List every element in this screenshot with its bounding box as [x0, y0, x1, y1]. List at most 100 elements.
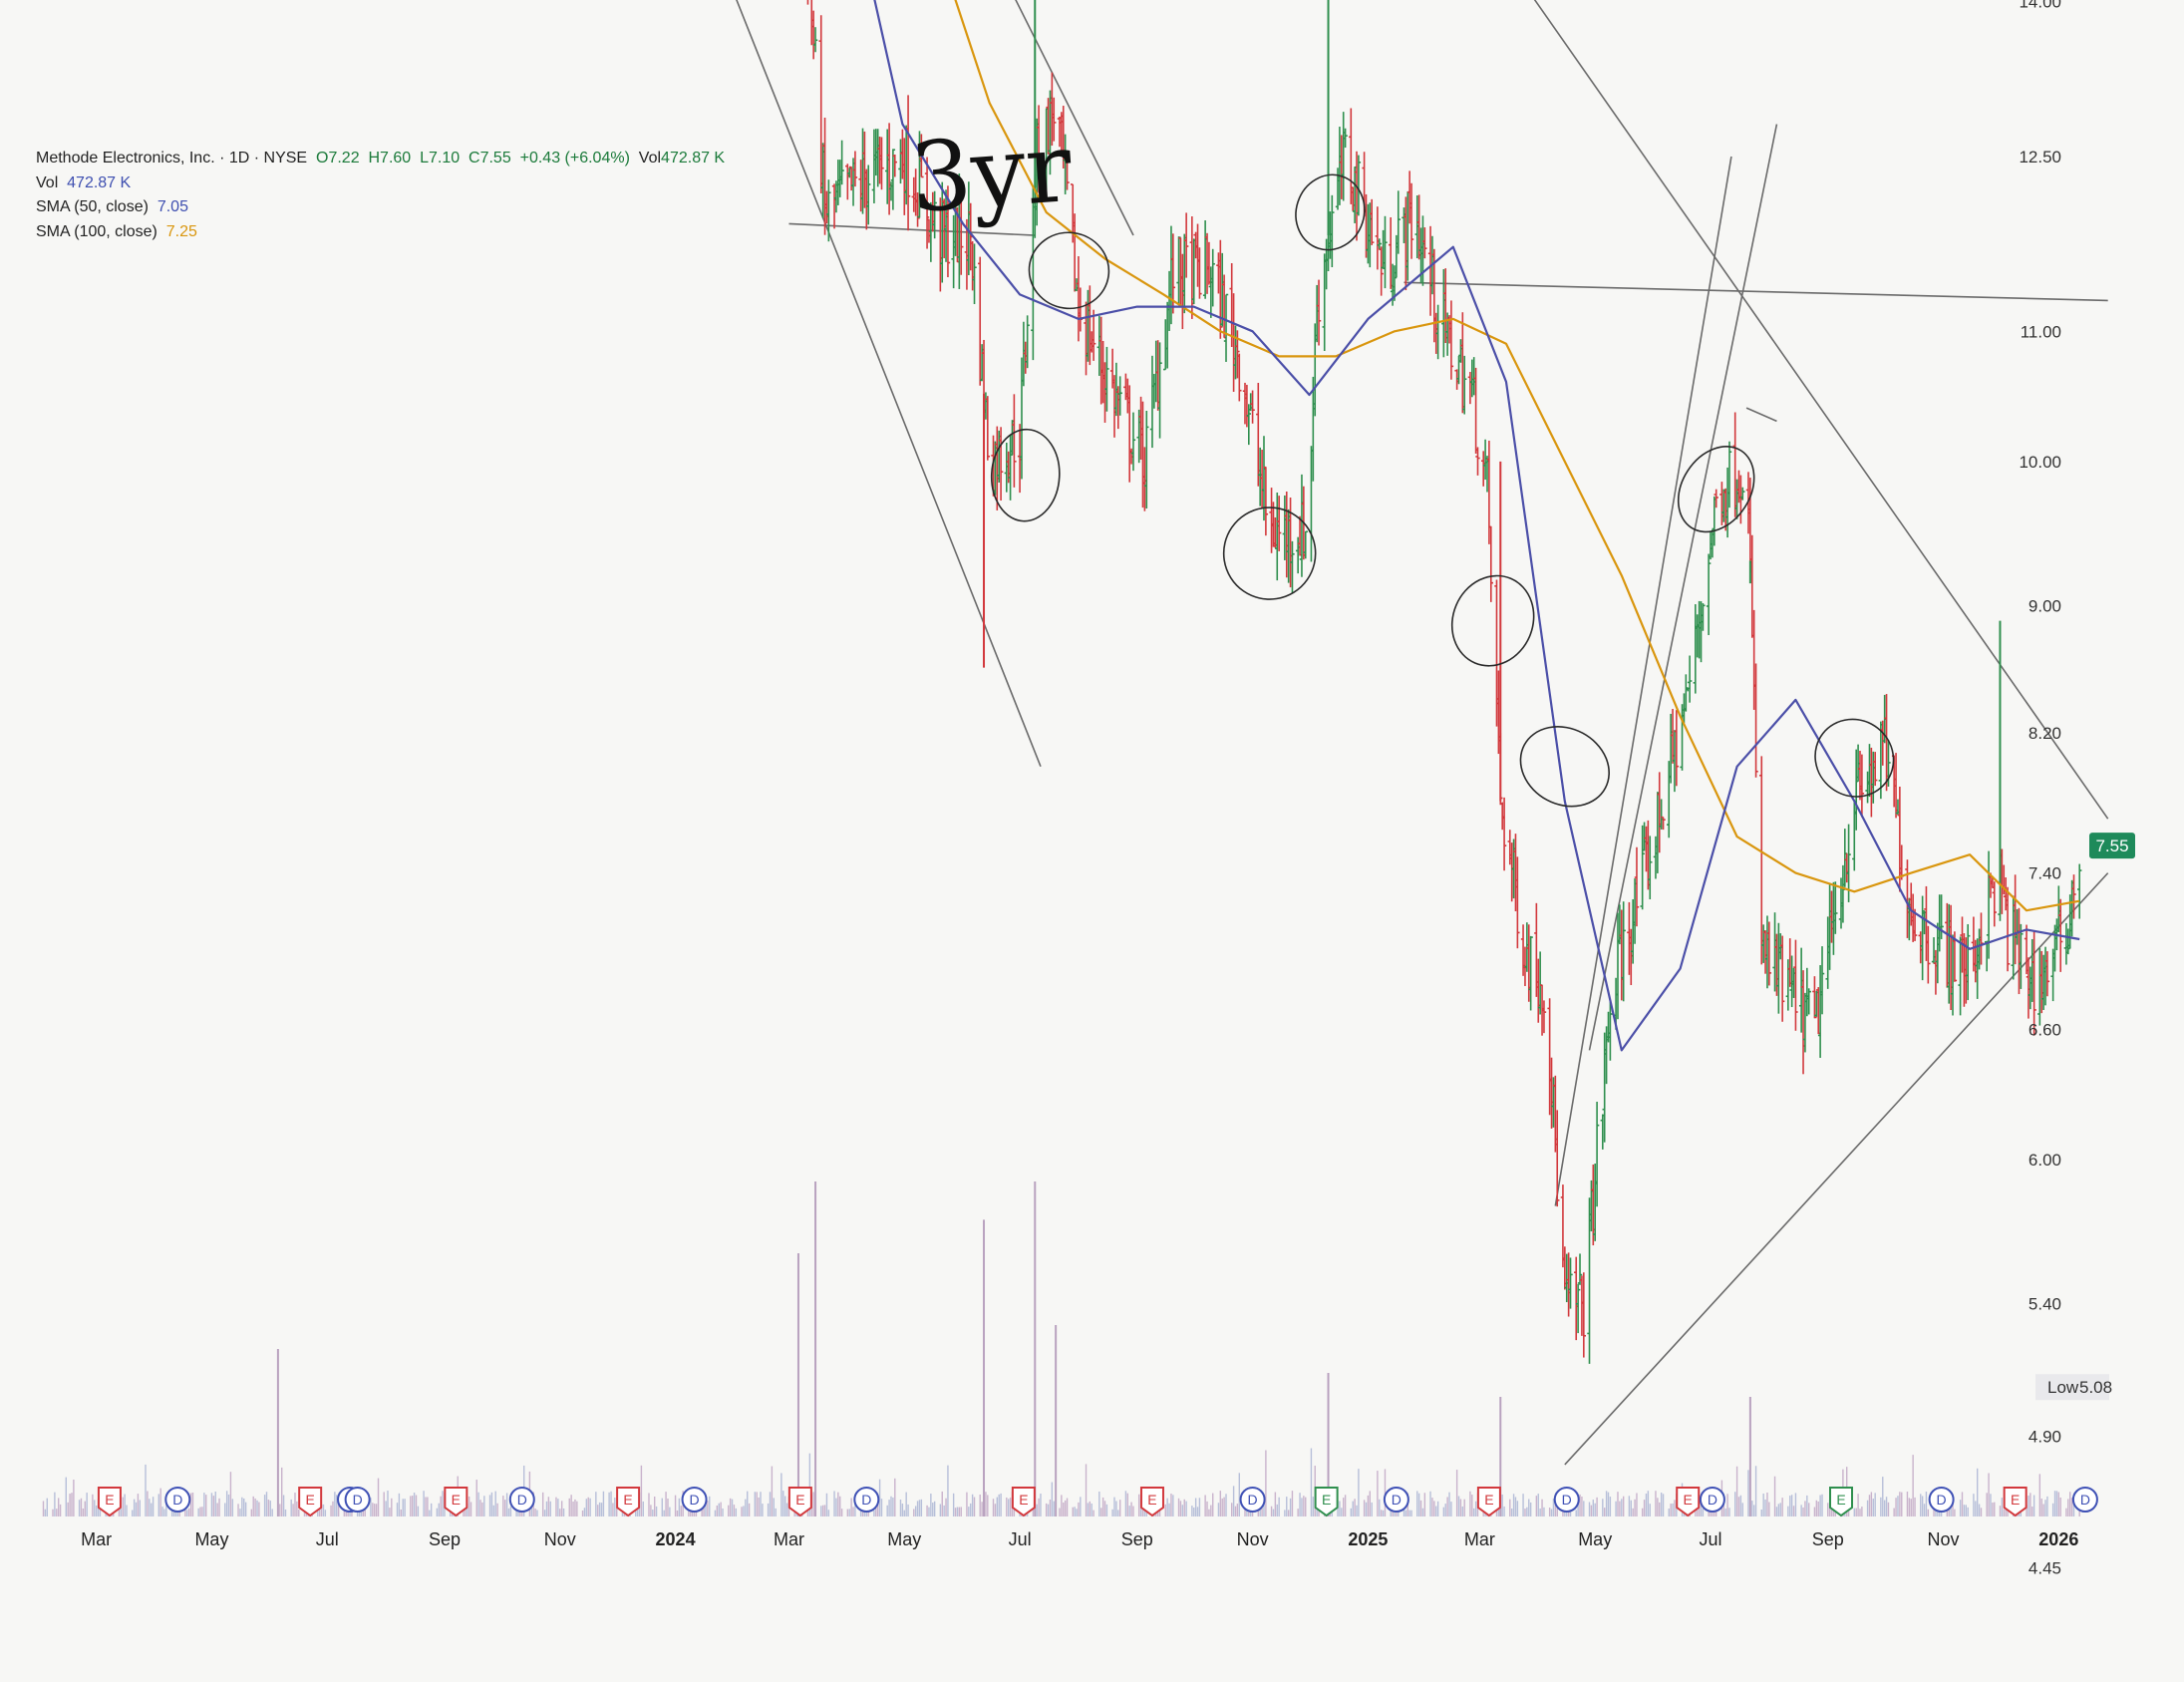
trendline [1533, 0, 2109, 820]
low-marker-value: 5.08 [2079, 1378, 2112, 1397]
price-tick-label: 7.40 [2028, 864, 2061, 883]
time-tick-label: Sep [429, 1529, 461, 1549]
trendline [1588, 124, 1778, 1051]
sma50-line [873, 0, 2080, 1052]
earnings-icon [1476, 1487, 1501, 1517]
dividend-icon [1383, 1487, 1409, 1513]
time-tick-label: Sep [1121, 1529, 1153, 1549]
volume-value: 472.87 K [67, 173, 132, 191]
earnings-label: E [2011, 1492, 2020, 1508]
trendline [736, 0, 1042, 768]
time-tick-label: Jul [1009, 1529, 1032, 1549]
earnings-icon [2003, 1487, 2028, 1517]
vol-value: 472.87 K [661, 150, 726, 167]
price-tick-label: 6.00 [2028, 1151, 2061, 1170]
price-tick-label: 8.20 [2028, 724, 2061, 743]
dividend-icon [508, 1487, 535, 1513]
sma100-line [954, 0, 2080, 912]
dividend-label: D [1248, 1492, 1258, 1508]
earnings-label: E [623, 1492, 632, 1508]
earnings-icon [298, 1487, 323, 1517]
high-value: H7.60 [368, 150, 412, 167]
trendline [1564, 872, 2109, 1466]
earnings-icon [616, 1487, 641, 1517]
last-price-value: 7.55 [2095, 837, 2128, 855]
low-value: L7.10 [420, 150, 461, 167]
earnings-label: E [105, 1492, 114, 1508]
sma50-value: 7.05 [156, 198, 188, 215]
price-tick-label: 6.60 [2028, 1020, 2061, 1039]
annotation-circle [1295, 173, 1366, 251]
time-tick-label: Mar [81, 1529, 112, 1549]
dividend-icon [2071, 1487, 2098, 1513]
sma100-value: 7.25 [165, 222, 197, 240]
low-marker-box [2035, 1374, 2109, 1401]
low-marker-label: Low [2047, 1378, 2079, 1397]
change-value: +0.43 (+6.04%) [519, 150, 630, 167]
price-tick-label: 14.00 [2019, 0, 2061, 12]
dividend-label: D [353, 1492, 363, 1508]
close-value: C7.55 [468, 150, 511, 167]
earnings-icon [1139, 1487, 1164, 1517]
dividend-icon [681, 1487, 708, 1513]
handwritten-note: 3yr [907, 112, 1076, 234]
hand-drawn-circles [990, 173, 1895, 808]
earnings-icon [1011, 1487, 1036, 1517]
earnings-icon [787, 1487, 812, 1517]
time-axis: Mar May Jul Sep Nov 2024 Mar May Jul Sep Nov 2025 Ma… [81, 1529, 2078, 1549]
annotation-circle [1677, 446, 1755, 533]
earnings-icon [444, 1487, 468, 1517]
time-tick-label: Mar [774, 1529, 804, 1549]
sma100-series [954, 0, 2080, 912]
time-tick-label: Sep [1812, 1529, 1844, 1549]
trendline [1554, 156, 1732, 1206]
annotation-circle [1450, 574, 1535, 667]
earnings-label: E [795, 1492, 804, 1508]
time-tick-label: Mar [1464, 1529, 1495, 1549]
time-tick-label: May [194, 1529, 228, 1549]
price-axis: 62.0056.0050.0044.0040.0036.0032.0029.00… [2019, 0, 2135, 1682]
dividend-icon [1699, 1487, 1725, 1513]
dividend-icon [164, 1487, 191, 1513]
earnings-label: E [1684, 1492, 1693, 1508]
dividend-label: D [172, 1492, 182, 1508]
earnings-label: E [452, 1492, 461, 1508]
price-tick-label: 4.45 [2028, 1559, 2061, 1578]
trendline [1404, 281, 2108, 302]
dividend-label: D [2080, 1492, 2090, 1508]
earnings-label: E [1019, 1492, 1028, 1508]
price-tick-label: 12.50 [2019, 148, 2061, 167]
vol-label: Vol [638, 150, 662, 167]
price-tick-label: 11.00 [2021, 322, 2061, 341]
legend-volume-row[interactable]: Vol 472.87 K [36, 171, 725, 196]
legend-symbol-row: Methode Electronics, Inc. · 1D · NYSE O7… [36, 147, 725, 171]
dividend-icon [1553, 1487, 1580, 1513]
sma50-series [873, 0, 2080, 1052]
legend-sma100-row[interactable]: SMA (100, close) 7.25 [36, 220, 725, 245]
time-tick-label: Nov [1237, 1529, 1269, 1549]
dividend-label: D [1937, 1492, 1947, 1508]
dividend-icon [344, 1487, 371, 1513]
last-price-tag [2089, 833, 2135, 859]
price-tick-label: 5.40 [2028, 1295, 2061, 1314]
earnings-icon [1829, 1487, 1853, 1517]
earnings-label: E [1484, 1492, 1493, 1508]
earnings-label: E [305, 1492, 314, 1508]
dividend-label: D [861, 1492, 871, 1508]
dividend-icon [853, 1487, 880, 1513]
legend-sma50-row[interactable]: SMA (50, close) 7.05 [36, 195, 725, 220]
symbol-title[interactable]: Methode Electronics, Inc. · 1D · NYSE [36, 150, 308, 167]
time-tick-label: 2026 [2038, 1529, 2078, 1549]
time-tick-label: Nov [544, 1529, 576, 1549]
volume-label: Vol [36, 173, 59, 191]
earnings-label: E [1322, 1492, 1331, 1508]
dividend-label: D [1562, 1492, 1572, 1508]
time-tick-label: May [887, 1529, 921, 1549]
trendline [1745, 407, 1777, 423]
trendline [788, 222, 1036, 236]
volume-bars [42, 1181, 2080, 1516]
open-value: O7.22 [316, 150, 360, 167]
time-tick-label: Jul [316, 1529, 339, 1549]
time-tick-label: 2025 [1348, 1529, 1388, 1549]
